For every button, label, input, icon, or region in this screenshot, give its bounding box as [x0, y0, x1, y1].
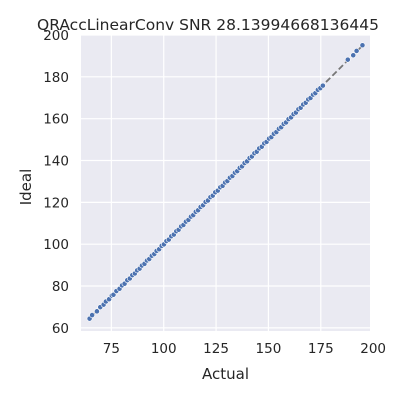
- x-tick-labels: 75 100 125 150 175 200: [103, 341, 386, 357]
- y-tick-label: 160: [43, 112, 69, 128]
- x-tick-label: 175: [308, 341, 334, 357]
- x-tick-label: 75: [103, 341, 120, 357]
- y-tick-label: 80: [52, 279, 69, 295]
- y-tick-label: 100: [43, 237, 69, 253]
- x-axis-label: Actual: [202, 365, 249, 383]
- y-axis-label: Ideal: [17, 169, 35, 206]
- y-tick-labels: 60 80 100 120 140 160 180 200: [43, 28, 69, 337]
- grid-lines: [81, 34, 374, 331]
- chart-title: QRAccLinearConv SNR 28.13994668136445: [37, 16, 379, 34]
- x-tick-label: 150: [256, 341, 282, 357]
- x-tick-label: 100: [151, 341, 177, 357]
- x-tick-label: 200: [360, 341, 386, 357]
- y-tick-label: 180: [43, 70, 69, 86]
- y-tick-label: 200: [43, 28, 69, 44]
- data-point: [350, 52, 357, 59]
- data-points: [86, 42, 366, 322]
- y-tick-label: 60: [52, 321, 69, 337]
- data-point: [319, 82, 326, 89]
- data-point: [359, 42, 366, 49]
- data-point: [94, 308, 100, 315]
- data-point: [89, 312, 95, 319]
- y-tick-label: 120: [43, 195, 69, 211]
- data-point: [353, 47, 360, 54]
- x-tick-label: 125: [203, 341, 229, 357]
- data-point: [110, 291, 117, 298]
- data-point: [344, 56, 351, 63]
- y-tick-label: 140: [43, 154, 69, 170]
